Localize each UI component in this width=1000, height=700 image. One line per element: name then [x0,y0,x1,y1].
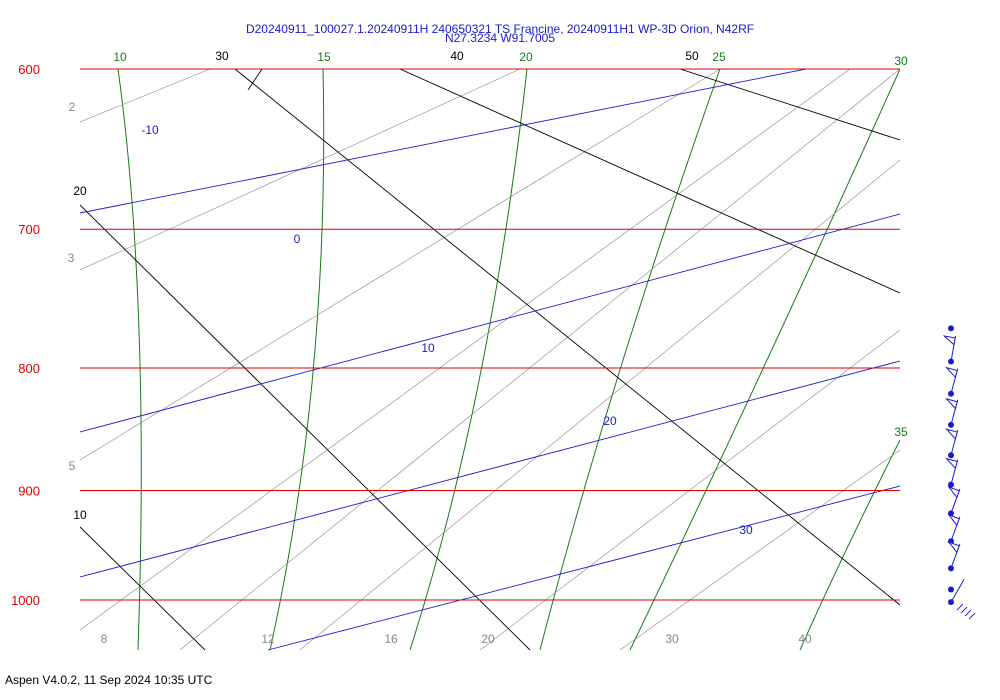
dry-adiabat-line [234,69,900,606]
mixing-ratio-label: 5 [69,459,76,473]
isotherm-label: 0 [294,232,301,246]
wind-barb-dot [948,586,954,593]
wind-barb-pennant [945,428,958,440]
moist-adiabat-label: 10 [113,50,127,64]
moist-adiabat-line [409,69,528,651]
moist-adiabat-line [799,439,900,651]
isotherm-label: 30 [739,523,753,537]
wind-barb-pennant [945,366,958,379]
isotherm-line [80,69,807,214]
moist-adiabat-label: 30 [894,54,908,68]
temperature-tick-label: 30 [665,632,679,646]
pressure-tick-label: 800 [18,361,40,376]
potential-temperature-label: 40 [450,49,464,63]
pressure-tick-label: 600 [18,62,40,77]
pressure-tick-label: 900 [18,483,40,498]
potential-temperature-label: 30 [215,49,229,63]
moist-adiabat-label: 25 [712,50,726,64]
mixing-ratio-line [80,69,211,123]
wind-barb-flag [964,609,972,617]
moist-adiabat-line [629,69,900,651]
potential-temperature-label: 50 [685,49,699,63]
temperature-tick-label: 40 [798,632,812,646]
wind-barb-flag [968,612,976,620]
moist-adiabat-label: 35 [894,425,908,439]
mixing-ratio-line [179,69,900,651]
wind-barb-pennant [947,485,960,499]
wind-barb-dot [948,325,954,332]
wind-barb-pennant [947,513,960,527]
mixing-ratio-line [80,69,851,631]
moist-adiabat-line [117,69,142,651]
mixing-ratio-line [80,69,721,461]
temperature-tick-label: 20 [481,632,495,646]
potential-temperature-label: 20 [73,184,87,198]
isotherm-line [80,213,900,433]
potential-temperature-label: 10 [73,508,87,522]
dry-adiabat-line [247,69,263,91]
dry-adiabat-line [80,526,206,651]
chart-title: D20240911_100027.1.20240911H 240650321 T… [245,22,755,36]
mixing-ratio-label: 2 [69,100,76,114]
wind-barb-pennant [947,540,960,554]
pressure-tick-label: 700 [18,222,40,237]
dry-adiabat-line [399,69,900,294]
temperature-tick-label: 12 [261,632,275,646]
isotherm-line [80,360,900,578]
moist-adiabat-line [539,69,721,651]
moist-adiabat-line [269,69,325,651]
chart-subtitle: N27.3234 W91.7005 [444,31,556,45]
mixing-ratio-line [619,449,900,651]
temperature-tick-label: 16 [384,632,398,646]
isotherm-label: 10 [421,341,435,355]
wind-barb-pennant [942,335,956,346]
wind-barb-pennant [945,397,958,410]
wind-barb-flag [956,603,964,611]
moist-adiabat-label: 15 [317,50,331,64]
mixing-ratio-line [299,159,900,651]
footer-timestamp: Aspen V4.0.2, 11 Sep 2024 10:35 UTC [5,673,213,687]
isotherm-label: -10 [141,123,159,137]
isotherm-line [267,485,900,651]
mixing-ratio-label: 3 [68,251,75,265]
dry-adiabat-line [679,69,900,141]
moist-adiabat-label: 20 [519,50,533,64]
wind-barb-flag [960,606,968,614]
wind-barb-staff [950,579,965,603]
wind-barb-pennant [945,457,958,470]
temperature-tick-label: 8 [101,632,108,646]
isotherm-label: 20 [603,414,617,428]
pressure-tick-label: 1000 [11,593,40,608]
dry-adiabat-line [80,204,531,651]
